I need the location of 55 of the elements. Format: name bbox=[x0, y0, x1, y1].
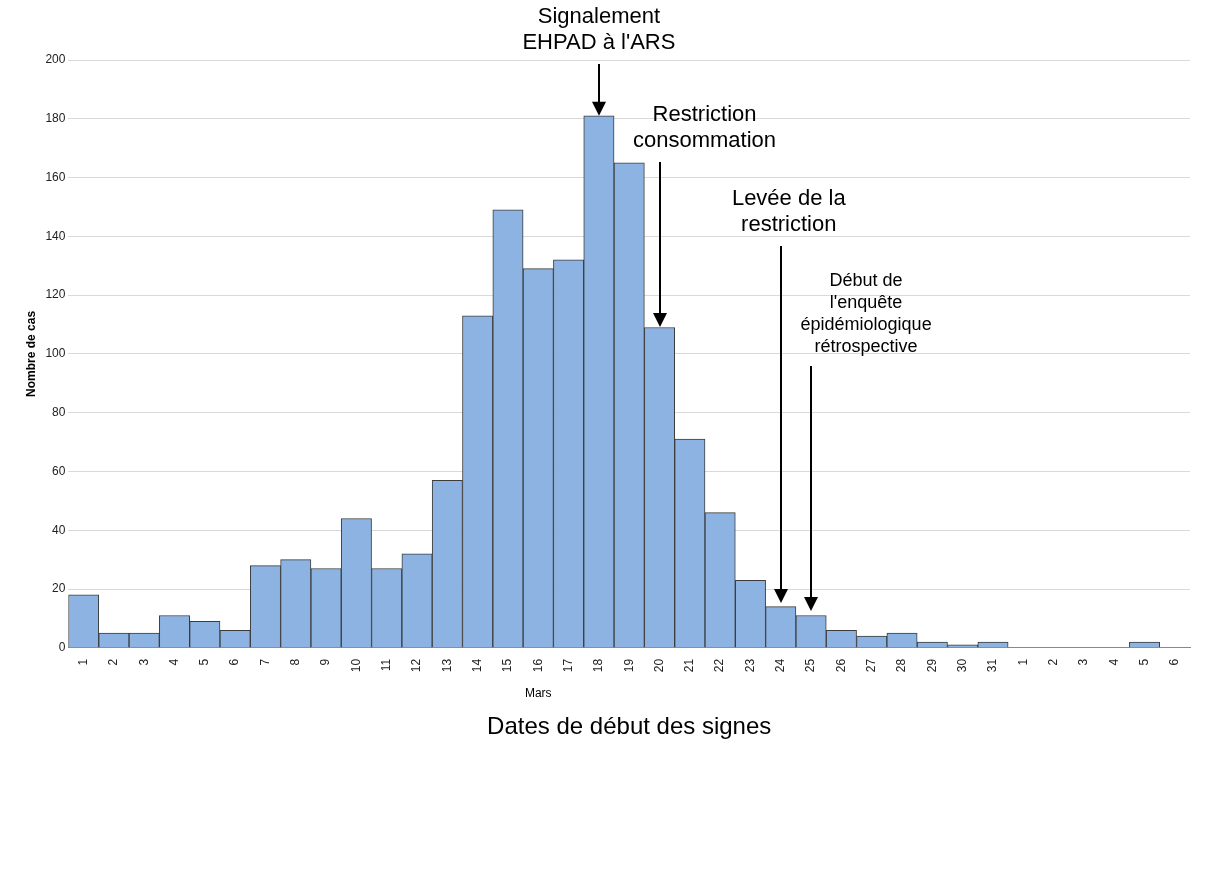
y-tick-label: 160 bbox=[45, 169, 66, 184]
x-tick-label: 21 bbox=[682, 658, 697, 673]
x-tick-label: 22 bbox=[712, 658, 727, 673]
y-tick-label: 60 bbox=[52, 463, 66, 478]
x-tick-label: 17 bbox=[560, 658, 575, 673]
x-tick-label: 11 bbox=[379, 658, 394, 672]
x-tick-label: 1 bbox=[75, 658, 90, 666]
x-tick-label: 20 bbox=[651, 658, 666, 673]
x-axis-title: Dates de début des signes bbox=[487, 712, 772, 740]
annotation: Signalement EHPAD à l'ARS bbox=[522, 3, 676, 55]
x-tick-label: 3 bbox=[136, 658, 151, 666]
y-tick-label: 120 bbox=[45, 287, 66, 302]
x-tick-label: 28 bbox=[894, 658, 909, 673]
x-tick-label: 27 bbox=[864, 658, 879, 673]
text: Mars bbox=[524, 686, 552, 701]
x-tick-label: 24 bbox=[773, 658, 788, 673]
x-tick-label: 12 bbox=[409, 658, 424, 673]
x-tick-label: 5 bbox=[1136, 658, 1151, 666]
x-tick-label: 15 bbox=[500, 658, 515, 673]
x-tick-label: 3 bbox=[1076, 658, 1091, 666]
x-tick-label: 2 bbox=[1045, 658, 1060, 666]
x-tick-label: 4 bbox=[1106, 658, 1121, 666]
x-tick-label: 6 bbox=[1167, 658, 1182, 666]
x-tick-label: 6 bbox=[227, 658, 242, 666]
x-tick-label: 23 bbox=[742, 658, 757, 673]
y-tick-label: 100 bbox=[45, 346, 66, 361]
x-tick-label: 29 bbox=[924, 658, 939, 673]
x-tick-label: 7 bbox=[257, 658, 272, 666]
y-tick-label: 140 bbox=[45, 228, 66, 243]
x-tick-label: 30 bbox=[954, 658, 969, 673]
y-tick-label: 0 bbox=[58, 640, 66, 655]
x-tick-label: 16 bbox=[530, 658, 545, 673]
x-tick-label: 8 bbox=[288, 658, 303, 666]
annotation: Levée de la restriction bbox=[731, 185, 847, 237]
x-tick-label: 31 bbox=[985, 658, 1000, 673]
annotation: Restriction consommation bbox=[632, 101, 777, 153]
x-tick-label: 1 bbox=[1015, 658, 1030, 666]
x-tick-label: 18 bbox=[591, 658, 606, 673]
annotation: Début de l'enquête épidémiologique rétrospective bbox=[800, 269, 932, 356]
y-tick-label: 80 bbox=[52, 405, 66, 420]
y-tick-label: 180 bbox=[45, 111, 66, 126]
y-axis-title: Nombre de cas bbox=[23, 310, 38, 397]
y-tick-label: 40 bbox=[52, 522, 66, 537]
x-tick-label: 4 bbox=[166, 658, 181, 666]
x-tick-label: 10 bbox=[348, 658, 363, 673]
x-tick-label: 5 bbox=[197, 658, 212, 666]
x-tick-label: 13 bbox=[439, 658, 454, 673]
x-tick-label: 19 bbox=[621, 658, 636, 673]
x-tick-label: 26 bbox=[833, 658, 848, 673]
x-tick-label: 25 bbox=[803, 658, 818, 673]
x-tick-label: 14 bbox=[469, 658, 484, 673]
y-tick-label: 20 bbox=[52, 581, 66, 596]
x-tick-label: 9 bbox=[318, 658, 333, 666]
x-tick-label: 2 bbox=[106, 658, 121, 666]
y-tick-label: 200 bbox=[45, 52, 66, 67]
